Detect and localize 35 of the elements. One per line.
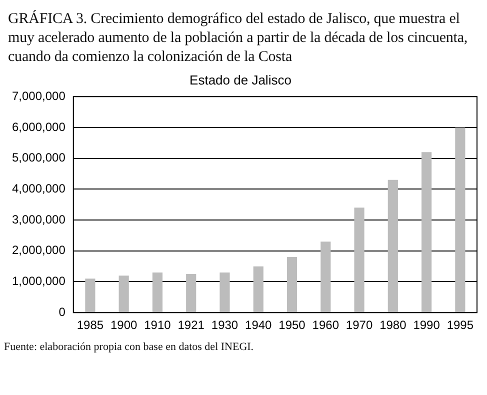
x-tick-label: 1950 [278,318,306,332]
y-tick-label: 6,000,000 [12,120,66,134]
y-tick-label: 7,000,000 [12,88,66,103]
bar [320,242,331,312]
bar [85,278,96,312]
bar [220,272,230,312]
chart-title: GRÁFICA 3. Crecimiento demográfico del estado de Jalisco, que muestra el muy acelerado aumento de la población a partir de la década de los cincuenta, cuando da comienzo la colonización de la Costa [8,10,469,67]
x-tick-label: 1900 [110,318,138,332]
source-note: Fuente: elaboración propia con base en datos del INEGI. [4,341,255,353]
y-tick-label: 5,000,000 [12,150,66,165]
y-tick-label: 1,000,000 [12,274,66,288]
x-tick-label: 1960 [312,318,340,332]
x-tick-label: 1985 [76,318,104,332]
x-tick-label: 1980 [380,318,407,332]
bar [286,257,298,312]
x-tick-label: 1970 [346,318,373,332]
x-tick-label: 1990 [413,318,440,332]
y-tick-label: 2,000,000 [12,243,66,258]
bar [253,266,264,312]
y-tick-label: 0 [58,304,66,319]
x-tick-label: 1940 [245,318,272,332]
chart-subtitle: Estado de Jalisco [190,72,292,88]
x-tick-label: 1930 [211,318,238,332]
bar [455,127,466,312]
bar [152,272,163,312]
x-tick-label: 1910 [144,318,172,332]
bar [118,276,129,312]
bar [354,208,364,312]
bar [422,152,432,312]
bar [186,274,196,312]
y-tick-label: 4,000,000 [12,181,66,196]
y-tick-label: 3,000,000 [12,212,66,226]
bar [388,180,398,312]
x-tick-label: 1995 [446,318,474,332]
x-tick-label: 1921 [178,318,205,332]
